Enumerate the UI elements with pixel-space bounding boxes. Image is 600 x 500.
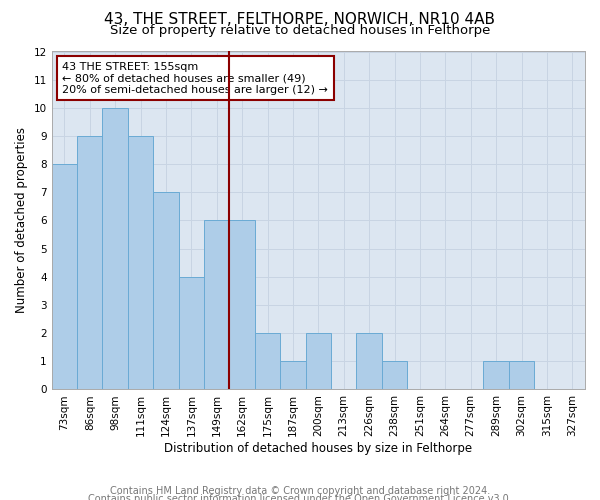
Bar	[229, 220, 255, 390]
Bar	[255, 333, 280, 390]
Bar	[356, 333, 382, 390]
Bar	[103, 108, 128, 390]
Text: Size of property relative to detached houses in Felthorpe: Size of property relative to detached ho…	[110, 24, 490, 37]
Bar	[305, 333, 331, 390]
Y-axis label: Number of detached properties: Number of detached properties	[15, 128, 28, 314]
X-axis label: Distribution of detached houses by size in Felthorpe: Distribution of detached houses by size …	[164, 442, 472, 455]
Text: 43 THE STREET: 155sqm
← 80% of detached houses are smaller (49)
20% of semi-deta: 43 THE STREET: 155sqm ← 80% of detached …	[62, 62, 328, 95]
Bar	[153, 192, 179, 390]
Bar	[204, 220, 229, 390]
Bar	[484, 362, 509, 390]
Text: Contains public sector information licensed under the Open Government Licence v3: Contains public sector information licen…	[88, 494, 512, 500]
Bar	[179, 277, 204, 390]
Bar	[77, 136, 103, 390]
Bar	[509, 362, 534, 390]
Bar	[52, 164, 77, 390]
Bar	[280, 362, 305, 390]
Text: 43, THE STREET, FELTHORPE, NORWICH, NR10 4AB: 43, THE STREET, FELTHORPE, NORWICH, NR10…	[104, 12, 496, 28]
Text: Contains HM Land Registry data © Crown copyright and database right 2024.: Contains HM Land Registry data © Crown c…	[110, 486, 490, 496]
Bar	[128, 136, 153, 390]
Bar	[382, 362, 407, 390]
